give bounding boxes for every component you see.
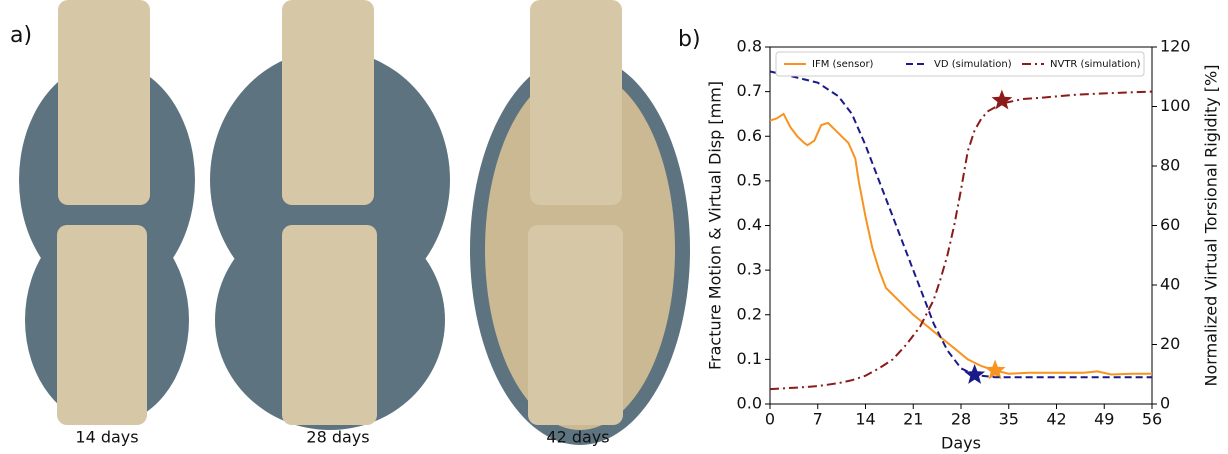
legend-label: IFM (sensor) bbox=[812, 59, 874, 70]
y2-tick-label: 60 bbox=[1160, 215, 1180, 234]
star-marker bbox=[984, 359, 1006, 380]
x-tick-label: 28 bbox=[951, 410, 971, 429]
y-tick-label: 0.8 bbox=[737, 37, 762, 56]
x-tick-label: 7 bbox=[813, 410, 823, 429]
y-tick-label: 0.5 bbox=[737, 170, 762, 189]
render-42 bbox=[470, 0, 690, 445]
caption: 42 days bbox=[546, 428, 609, 447]
x-tick-label: 21 bbox=[903, 410, 923, 429]
y2-tick-label: 0 bbox=[1160, 394, 1170, 413]
y2-tick-label: 120 bbox=[1160, 37, 1191, 56]
x-axis-label: Days bbox=[941, 434, 981, 453]
star-marker bbox=[991, 89, 1013, 110]
legend: IFM (sensor) VD (simulation) NVTR (simulat… bbox=[775, 51, 1145, 77]
legend-box bbox=[775, 51, 1145, 77]
legend-label: NVTR (simulation) bbox=[1050, 59, 1141, 70]
x-tick-label: 0 bbox=[765, 410, 775, 429]
y2-axis-label: Normalized Virtual Torsional Rigidity [%… bbox=[1202, 65, 1221, 387]
series-line bbox=[769, 70, 1152, 379]
panel-label: b) bbox=[678, 27, 701, 52]
render-28 bbox=[210, 0, 450, 430]
x-tick-label: 14 bbox=[855, 410, 875, 429]
panel-label: a) bbox=[10, 23, 32, 48]
bone bbox=[528, 225, 623, 425]
series-line bbox=[769, 112, 1152, 376]
bone bbox=[58, 0, 150, 205]
caption: 14 days bbox=[75, 428, 138, 447]
plot-frame bbox=[769, 46, 1153, 405]
x-tick-label: 42 bbox=[1046, 410, 1066, 429]
y-tick-label: 0.4 bbox=[737, 215, 762, 234]
series-line bbox=[769, 90, 1153, 391]
y-tick-label: 0.6 bbox=[737, 126, 762, 145]
y-axis-label: Fracture Motion & Virtual Disp [mm] bbox=[706, 81, 725, 370]
legend-label: VD (simulation) bbox=[934, 59, 1012, 70]
y2-tick-label: 80 bbox=[1160, 156, 1180, 175]
y-tick-label: 0.3 bbox=[737, 260, 762, 279]
y-tick-label: 0.0 bbox=[737, 394, 762, 413]
bone bbox=[57, 225, 147, 425]
caption: 28 days bbox=[306, 428, 369, 447]
bone bbox=[282, 0, 374, 205]
bone bbox=[282, 225, 377, 425]
y-tick-label: 0.2 bbox=[737, 304, 762, 323]
y-tick-label: 0.7 bbox=[737, 81, 762, 100]
y2-tick-label: 100 bbox=[1160, 96, 1191, 115]
x-tick-label: 56 bbox=[1142, 410, 1162, 429]
y2-tick-label: 40 bbox=[1160, 275, 1180, 294]
bone bbox=[530, 0, 622, 205]
star-marker bbox=[964, 364, 986, 384]
y-tick-label: 0.1 bbox=[737, 349, 762, 368]
x-tick-label: 35 bbox=[999, 410, 1019, 429]
y2-tick-label: 20 bbox=[1160, 334, 1180, 353]
render-14 bbox=[19, 0, 195, 425]
x-tick-label: 49 bbox=[1094, 410, 1114, 429]
